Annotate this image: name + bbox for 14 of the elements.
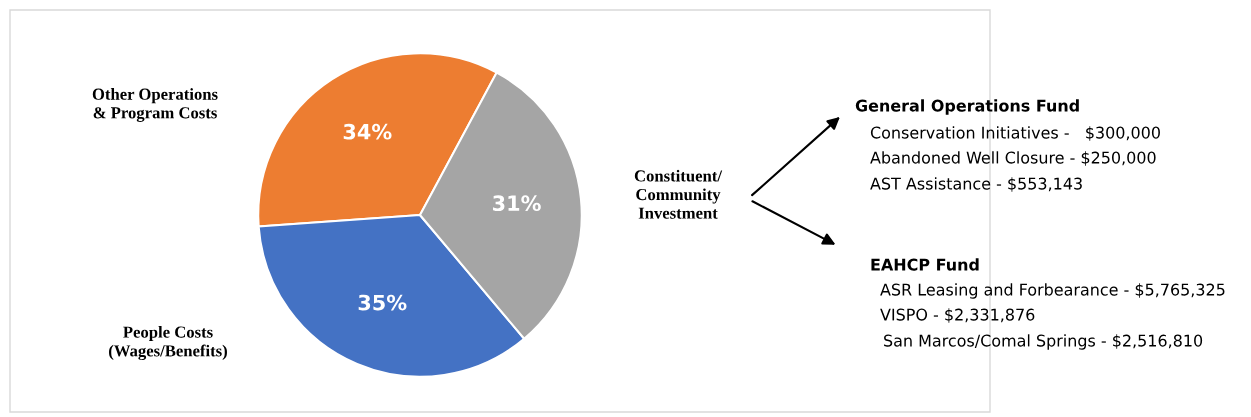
data-label: 34% — [343, 123, 392, 140]
slice-label: Other Operations & Program Costs — [92, 88, 218, 122]
data-label: 31% — [493, 195, 541, 212]
text: EAHCP Fund — [871, 258, 979, 271]
text: Conservation Initiatives - $300,000 — [870, 126, 1160, 141]
text: VISPO - $2,331,876 — [880, 308, 1035, 323]
text: General Operations Fund — [855, 99, 1079, 115]
data-label: 35% — [358, 294, 407, 311]
text: AST Assistance - $553,143 — [870, 177, 1082, 192]
slice-label: Constituent/ Community Investment — [634, 169, 723, 219]
text: San Marcos/Comal Springs - $2,516,810 — [884, 334, 1203, 350]
slice-label: People Costs (Wages/Benefits) — [109, 325, 227, 361]
text: Abandoned Well Closure - $250,000 — [870, 151, 1156, 166]
text: ASR Leasing and Forbearance - $5,765,325 — [880, 283, 1225, 299]
